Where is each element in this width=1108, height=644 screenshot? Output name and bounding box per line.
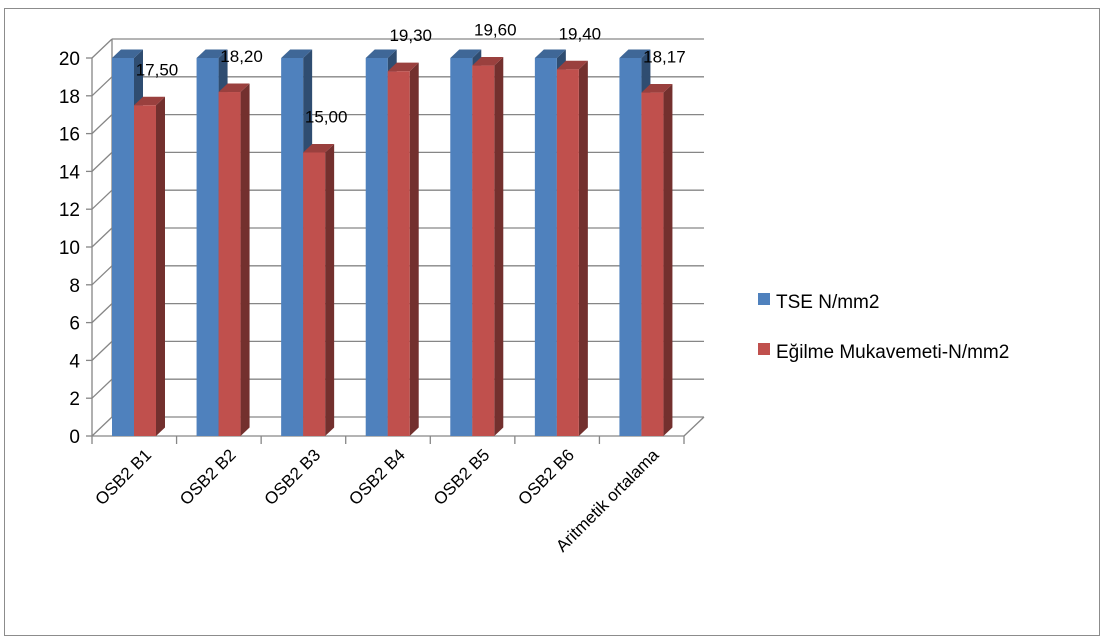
- bar-tse: [281, 58, 304, 436]
- bar-egilme: [134, 105, 156, 436]
- category-label: OSB2 B3: [261, 445, 325, 509]
- data-label: 19,60: [474, 21, 517, 40]
- data-label: 15,00: [305, 108, 348, 127]
- gridline-side: [91, 378, 113, 399]
- bar-egilme-top: [641, 84, 673, 93]
- bar-egilme-side: [156, 96, 165, 436]
- y-tick-label: 14: [59, 162, 81, 183]
- bar-egilme-side: [578, 60, 588, 436]
- bar-tse-top: [196, 49, 228, 58]
- bar-tse: [365, 58, 388, 436]
- category-label: OSB2 B4: [345, 445, 409, 509]
- bar-tse: [450, 58, 473, 436]
- bar-egilme-top: [556, 60, 588, 70]
- bar-egilme-side: [240, 83, 250, 436]
- y-tick-label: 10: [59, 238, 80, 259]
- gridline-side: [91, 340, 113, 361]
- bar-egilme-top: [134, 96, 165, 106]
- bar-egilme: [641, 92, 664, 436]
- bar-tse: [619, 58, 642, 436]
- data-label: 19,30: [389, 26, 432, 45]
- gridline-side: [91, 189, 113, 210]
- gridline-side: [91, 114, 113, 135]
- bar-egilme: [387, 71, 410, 436]
- data-label: 18,20: [220, 47, 263, 66]
- bar-egilme-side: [409, 62, 419, 437]
- gridline-side: [91, 416, 113, 437]
- y-tick-label: 12: [59, 200, 80, 221]
- data-label: 18,17: [643, 48, 686, 67]
- bar-egilme: [472, 65, 495, 436]
- bar-egilme-side: [325, 143, 335, 436]
- legend-label: Eğilme Mukavemeti-N/mm2: [776, 342, 1009, 363]
- category-label: OSB2 B5: [430, 445, 494, 509]
- bar-egilme-side: [494, 57, 504, 436]
- bar-tse-top: [112, 49, 143, 58]
- bar-tse: [196, 58, 219, 436]
- category-label: OSB2 B2: [176, 445, 240, 509]
- bar-egilme: [303, 152, 326, 436]
- bar-tse: [534, 58, 557, 436]
- category-label: OSB2 B6: [514, 445, 578, 509]
- bar-egilme: [556, 69, 579, 436]
- bar-egilme-top: [303, 143, 335, 153]
- bar-egilme-top: [218, 83, 250, 93]
- gridline-side: [91, 265, 113, 286]
- bar-tse: [112, 58, 134, 436]
- legend-swatch: [758, 293, 770, 305]
- bar-egilme-top: [387, 62, 419, 72]
- bar-egilme-side: [663, 84, 673, 437]
- data-label: 17,50: [136, 60, 179, 79]
- floor-edge: [683, 416, 705, 437]
- legend-label: TSE N/mm2: [776, 292, 879, 313]
- y-tick-label: 0: [69, 427, 80, 448]
- gridline-side: [91, 151, 113, 172]
- legend-swatch: [758, 343, 770, 355]
- bar-egilme: [218, 92, 241, 437]
- bar-tse-top: [450, 49, 482, 58]
- gridline-side: [91, 303, 113, 324]
- y-tick-label: 8: [69, 276, 80, 297]
- y-tick-label: 18: [59, 87, 80, 108]
- bar-egilme-top: [472, 57, 504, 66]
- bar-tse-top: [534, 49, 566, 58]
- y-tick-label: 6: [69, 314, 80, 335]
- data-label: 19,40: [559, 24, 602, 43]
- y-tick-label: 20: [59, 49, 80, 70]
- gridline-side: [91, 76, 113, 97]
- y-tick-label: 2: [69, 389, 80, 410]
- gridline-side: [91, 227, 113, 248]
- bar-tse-top: [281, 49, 313, 58]
- y-tick-label: 16: [59, 125, 80, 146]
- bar-tse-top: [365, 49, 397, 58]
- category-label: OSB2 B1: [92, 445, 156, 509]
- bar-tse-top: [619, 49, 651, 58]
- y-tick-label: 4: [69, 351, 80, 372]
- gridline-side: [91, 38, 113, 59]
